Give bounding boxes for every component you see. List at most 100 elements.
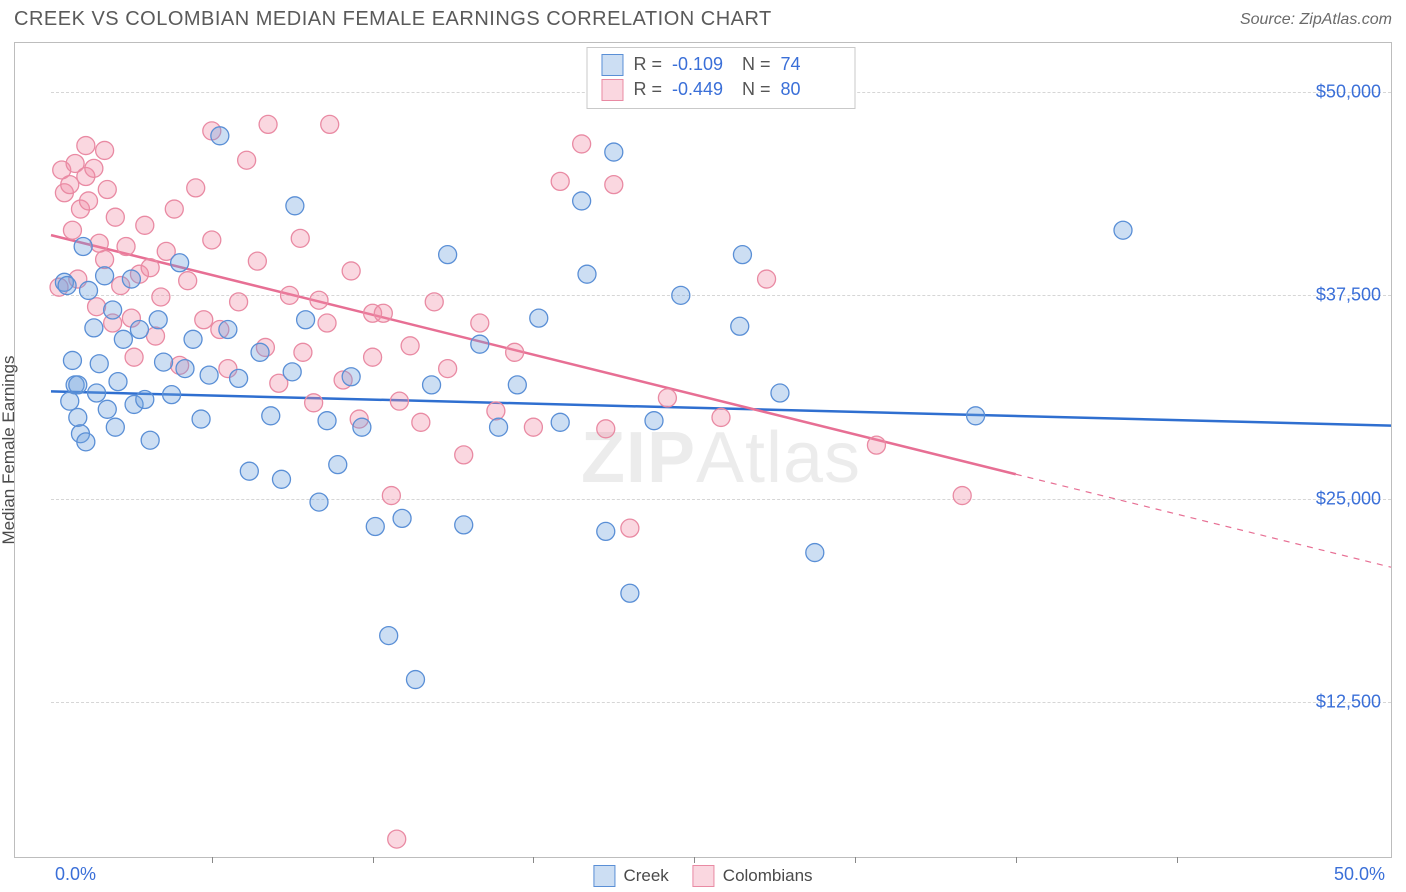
data-point	[61, 392, 79, 410]
plot-region: $50,000$37,500$25,000$12,500 ZIPAtlas R …	[51, 43, 1391, 857]
data-point	[147, 327, 165, 345]
stats-legend: R =-0.109N =74R =-0.449N =80	[586, 47, 855, 109]
data-point	[88, 384, 106, 402]
data-point	[380, 627, 398, 645]
y-axis-label: Median Female Earnings	[0, 356, 19, 545]
data-point	[230, 369, 248, 387]
data-point	[96, 251, 114, 269]
data-point	[77, 433, 95, 451]
data-point	[621, 584, 639, 602]
data-point	[758, 270, 776, 288]
data-point	[74, 238, 92, 256]
data-point	[318, 412, 336, 430]
data-point	[508, 376, 526, 394]
data-point	[61, 176, 79, 194]
series-legend: CreekColombians	[593, 865, 812, 887]
data-point	[524, 418, 542, 436]
stats-row: R =-0.449N =80	[601, 77, 840, 102]
data-point	[771, 384, 789, 402]
data-point	[471, 335, 489, 353]
data-point	[286, 197, 304, 215]
legend-label: Colombians	[723, 866, 813, 886]
data-point	[165, 200, 183, 218]
data-point	[425, 293, 443, 311]
data-point	[106, 418, 124, 436]
data-point	[597, 420, 615, 438]
data-point	[366, 518, 384, 536]
stat-r-value: -0.109	[672, 52, 732, 77]
data-point	[192, 410, 210, 428]
data-point	[353, 418, 371, 436]
data-point	[297, 311, 315, 329]
data-point	[382, 487, 400, 505]
data-point	[471, 314, 489, 332]
data-point	[80, 281, 98, 299]
data-point	[149, 311, 167, 329]
scatter-points	[51, 43, 1391, 857]
data-point	[230, 293, 248, 311]
data-point	[645, 412, 663, 430]
data-point	[141, 431, 159, 449]
data-point	[96, 267, 114, 285]
data-point	[733, 246, 751, 264]
data-point	[63, 351, 81, 369]
data-point	[731, 317, 749, 335]
x-tick	[1177, 857, 1178, 863]
data-point	[578, 265, 596, 283]
data-point	[573, 192, 591, 210]
data-point	[90, 355, 108, 373]
data-point	[530, 309, 548, 327]
data-point	[77, 137, 95, 155]
data-point	[238, 151, 256, 169]
data-point	[141, 259, 159, 277]
data-point	[184, 330, 202, 348]
data-point	[712, 408, 730, 426]
data-point	[401, 337, 419, 355]
data-point	[109, 373, 127, 391]
data-point	[310, 291, 328, 309]
data-point	[867, 436, 885, 454]
stat-r-label: R =	[633, 77, 662, 102]
data-point	[219, 321, 237, 339]
data-point	[283, 363, 301, 381]
data-point	[342, 262, 360, 280]
series-swatch	[601, 54, 623, 76]
data-point	[806, 544, 824, 562]
data-point	[487, 402, 505, 420]
data-point	[318, 314, 336, 332]
data-point	[439, 360, 457, 378]
data-point	[69, 408, 87, 426]
data-point	[573, 135, 591, 153]
legend-swatch	[693, 865, 715, 887]
x-tick	[855, 857, 856, 863]
data-point	[98, 181, 116, 199]
data-point	[305, 394, 323, 412]
data-point	[152, 288, 170, 306]
x-tick	[694, 857, 695, 863]
data-point	[281, 286, 299, 304]
stat-r-value: -0.449	[672, 77, 732, 102]
chart-title: CREEK VS COLOMBIAN MEDIAN FEMALE EARNING…	[14, 8, 772, 31]
data-point	[155, 353, 173, 371]
data-point	[122, 270, 140, 288]
data-point	[597, 522, 615, 540]
data-point	[455, 516, 473, 534]
data-point	[342, 368, 360, 386]
x-tick	[533, 857, 534, 863]
data-point	[262, 407, 280, 425]
data-point	[58, 277, 76, 295]
data-point	[1114, 221, 1132, 239]
data-point	[96, 141, 114, 159]
x-max-label: 50.0%	[1334, 864, 1385, 885]
data-point	[130, 321, 148, 339]
data-point	[412, 413, 430, 431]
data-point	[251, 343, 269, 361]
data-point	[63, 221, 81, 239]
data-point	[117, 238, 135, 256]
data-point	[374, 304, 392, 322]
data-point	[672, 286, 690, 304]
data-point	[390, 392, 408, 410]
data-point	[953, 487, 971, 505]
stat-n-label: N =	[742, 77, 771, 102]
data-point	[967, 407, 985, 425]
